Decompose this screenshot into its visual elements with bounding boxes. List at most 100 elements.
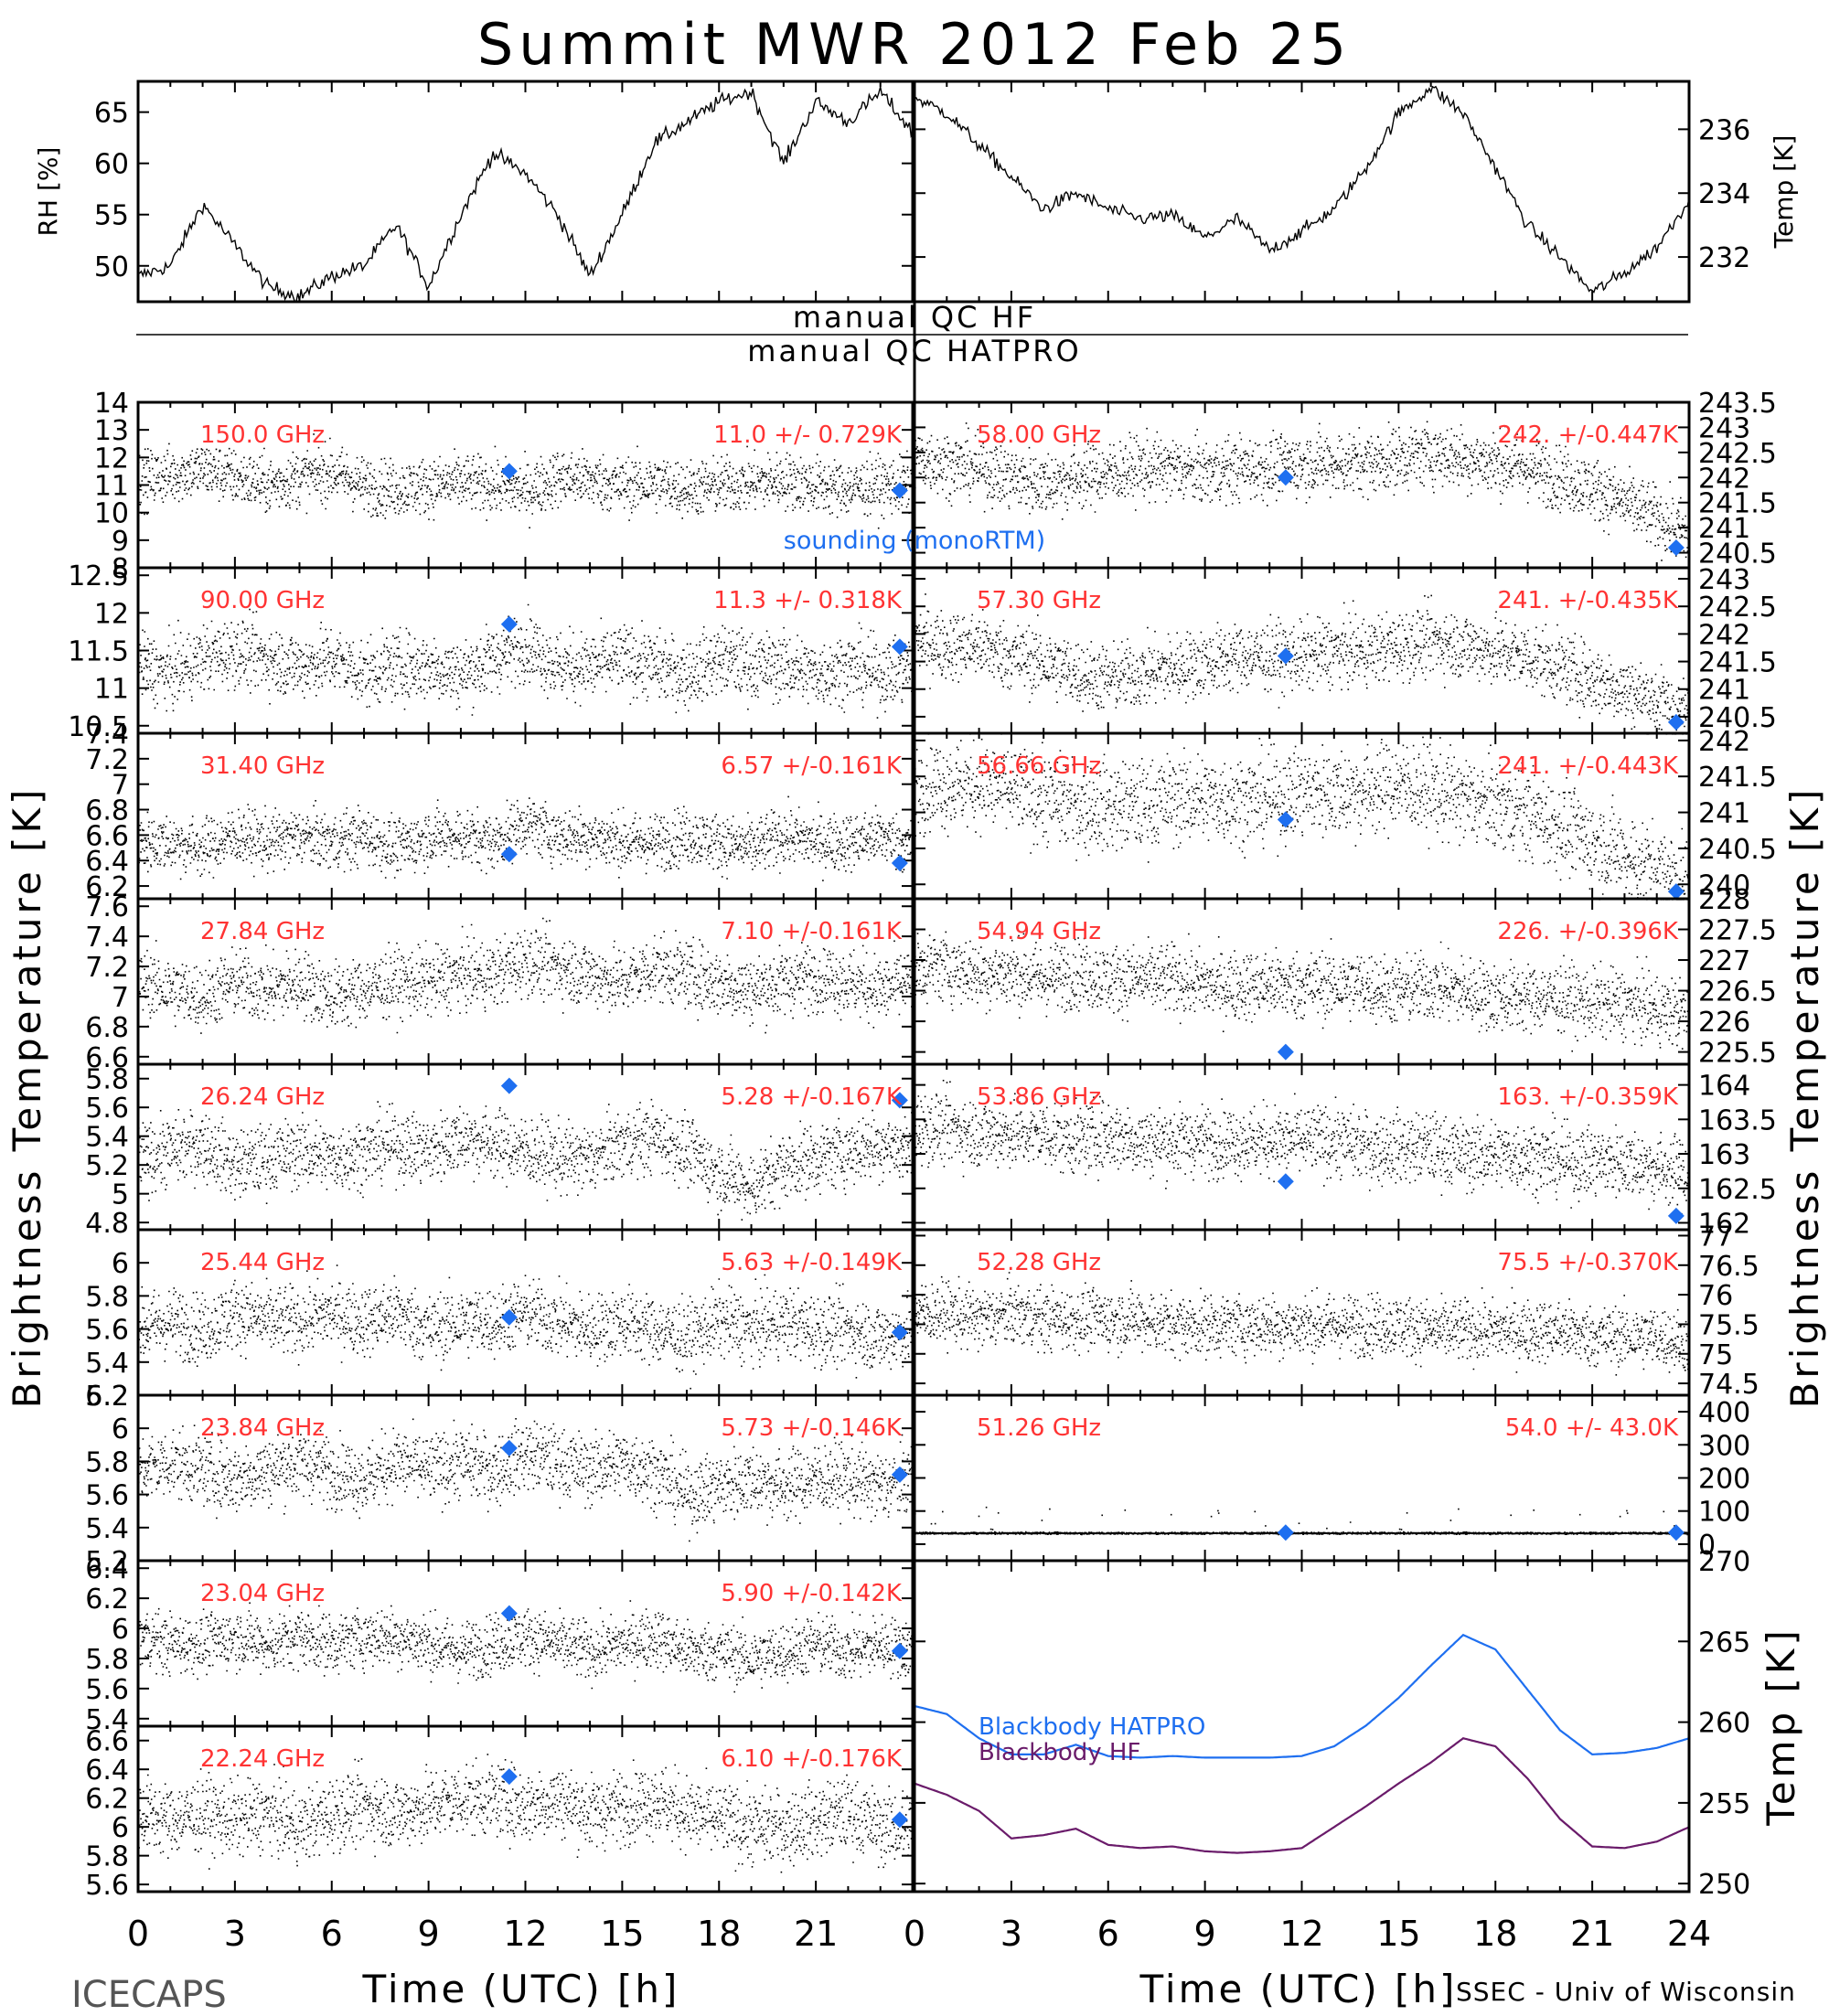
left-panel-8-freq-label: 22.24 GHz: [200, 1745, 325, 1773]
left-panel-7-ytick-label: 6.4: [85, 1553, 129, 1585]
right-panel-0-ytick-label: 241: [1698, 513, 1750, 545]
left-panel-1-ytick-label: 12.5: [68, 560, 129, 592]
right-panel-5-ytick-label: 76.5: [1698, 1251, 1759, 1283]
right-panel-2-ytick-label: 241.5: [1698, 762, 1777, 794]
left-panel-8-ytick-label: 6: [112, 1812, 129, 1844]
left-panel-6-ytick-label: 5.2: [85, 1546, 129, 1578]
left-panel-0-sounding-marker: [891, 482, 908, 499]
left-panel-6-freq-label: 23.84 GHz: [200, 1414, 325, 1442]
right-panel-0-sounding-marker: [1277, 469, 1294, 486]
x-tick-label-left: 9: [418, 1914, 440, 1954]
right-panel-1-sounding-marker: [1277, 647, 1294, 665]
right-panel-0-freq-label: 58.00 GHz: [977, 421, 1101, 449]
right-panel-4-sounding-marker: [1667, 1207, 1685, 1224]
left-panel-7-freq-label: 23.04 GHz: [200, 1580, 325, 1607]
left-panel-8-ytick-label: 5.8: [85, 1841, 129, 1873]
right-panel-4-ytick-label: 162: [1698, 1208, 1750, 1240]
left-panel-4-sounding-marker: [891, 1092, 908, 1109]
right-panel-0-stats-label: 242. +/-0.447K: [1497, 421, 1679, 449]
blackbody-panel-ytick-label: 260: [1698, 1708, 1750, 1740]
right-panel-6-sounding-marker: [1277, 1524, 1294, 1541]
left-panel-0-stats-label: 11.0 +/- 0.729K: [713, 421, 903, 449]
left-panel-1-ytick-label: 10.5: [68, 711, 129, 743]
right-panel-6-ytick-label: 0: [1698, 1530, 1716, 1562]
left-panel-2-sounding-marker: [500, 846, 518, 863]
x-tick-label-left: 6: [321, 1914, 343, 1954]
left-panel-5-sounding-marker: [891, 1324, 908, 1341]
left-panel-7-data-points: [138, 1600, 914, 1693]
left-panel-8-stats-label: 6.10 +/-0.176K: [721, 1745, 903, 1773]
x-tick-label-left: 12: [503, 1914, 547, 1954]
x-tick-label-left: 0: [127, 1914, 149, 1954]
left-panel-8-sounding-marker: [891, 1811, 908, 1829]
right-panel-4-ytick-label: 162.5: [1698, 1174, 1777, 1206]
right-panel-1-freq-label: 57.30 GHz: [977, 587, 1101, 614]
left-panel-5-ytick-label: 5.8: [85, 1281, 129, 1313]
right-panel-0-ytick-label: 240.5: [1698, 539, 1777, 571]
left-panel-2-stats-label: 6.57 +/-0.161K: [721, 752, 903, 780]
right-panel-3-ytick-label: 227.5: [1698, 915, 1777, 947]
x-tick-label-left: 15: [600, 1914, 644, 1954]
left-panel-5-freq-label: 25.44 GHz: [200, 1249, 325, 1276]
left-panel-6-sounding-marker: [500, 1439, 518, 1456]
left-panel-2-ytick-label: 7: [112, 770, 129, 802]
left-panel-8-ytick-label: 6.2: [85, 1784, 129, 1816]
right-panel-2-sounding-marker: [1667, 883, 1685, 901]
right-panel-5-ytick-label: 77: [1698, 1221, 1733, 1253]
left-panel-7-ytick-label: 5.6: [85, 1674, 129, 1706]
right-panel-1-ytick-label: 241.5: [1698, 647, 1777, 679]
blackbody-panel-ytick-label: 255: [1698, 1788, 1750, 1820]
left-panel-5-stats-label: 5.63 +/-0.149K: [721, 1249, 903, 1276]
left-panel-3-stats-label: 7.10 +/-0.161K: [721, 918, 903, 945]
left-panel-4-sounding-marker: [500, 1077, 518, 1094]
right-panel-5-ytick-label: 74.5: [1698, 1369, 1759, 1401]
right-panel-6-ytick-label: 300: [1698, 1430, 1750, 1462]
left-panel-7-ytick-label: 6.2: [85, 1584, 129, 1616]
blackbody-legend-0: Blackbody HATPRO: [979, 1713, 1205, 1741]
left-panel-0-ytick-label: 9: [112, 526, 129, 558]
left-panel-7-sounding-marker: [500, 1605, 518, 1622]
right-panel-6-ytick-label: 100: [1698, 1497, 1750, 1529]
x-tick-label-right: 15: [1376, 1914, 1420, 1954]
right-panel-5-ytick-label: 76: [1698, 1280, 1733, 1312]
left-panel-0-sounding-marker: [500, 463, 518, 480]
right-panel-1-ytick-label: 243: [1698, 564, 1750, 596]
right-panel-4-freq-label: 53.86 GHz: [977, 1083, 1101, 1111]
left-panel-4-ytick-label: 4.8: [85, 1208, 129, 1240]
x-tick-label-right: 21: [1570, 1914, 1614, 1954]
right-panel-0-data-points: [914, 421, 1691, 561]
left-panel-7-ytick-label: 5.8: [85, 1644, 129, 1676]
right-panel-6-data-points: [914, 1506, 1691, 1536]
right-panel-5-ytick-label: 75.5: [1698, 1309, 1759, 1341]
right-panel-1-stats-label: 241. +/-0.435K: [1497, 587, 1679, 614]
temp-panel-ytick-label: 234: [1698, 178, 1750, 210]
right-panel-5-freq-label: 52.28 GHz: [977, 1249, 1101, 1276]
chart-title: Summit MWR 2012 Feb 25: [477, 11, 1352, 78]
x-tick-label-left: 3: [224, 1914, 246, 1954]
left-y-axis-title: Brightness Temperature [K]: [5, 786, 49, 1409]
temp-panel-ytick-label: 232: [1698, 242, 1750, 274]
left-panel-2-ytick-label: 6.8: [85, 795, 129, 827]
left-panel-7-ytick-label: 5.4: [85, 1704, 129, 1736]
left-panel-0-ytick-label: 12: [94, 443, 129, 475]
rh-panel-ytick-label: 50: [94, 251, 129, 283]
right-panel-6-freq-label: 51.26 GHz: [977, 1414, 1101, 1442]
x-tick-label-right: 18: [1473, 1914, 1517, 1954]
right-panel-4-ytick-label: 163: [1698, 1139, 1750, 1171]
left-panel-4-ytick-label: 5: [112, 1179, 129, 1211]
x-tick-label-right: 0: [904, 1914, 925, 1954]
blackbody-panel-ytick-label: 265: [1698, 1627, 1750, 1659]
right-panel-2-sounding-marker: [1277, 811, 1294, 828]
left-panel-5-sounding-marker: [500, 1308, 518, 1326]
left-panel-3-ytick-label: 7.4: [85, 922, 129, 954]
rh-panel-ytick-label: 55: [94, 200, 129, 232]
left-panel-4-ytick-label: 5.8: [85, 1064, 129, 1096]
left-panel-4-ytick-label: 5.4: [85, 1122, 129, 1154]
left-panel-2-ytick-label: 6.4: [85, 846, 129, 878]
left-panel-1-sounding-marker: [891, 638, 908, 656]
left-panel-2-data-points: [138, 795, 914, 881]
right-panel-3-sounding-marker: [1277, 1043, 1294, 1061]
left-panel-2-sounding-marker: [891, 855, 908, 872]
